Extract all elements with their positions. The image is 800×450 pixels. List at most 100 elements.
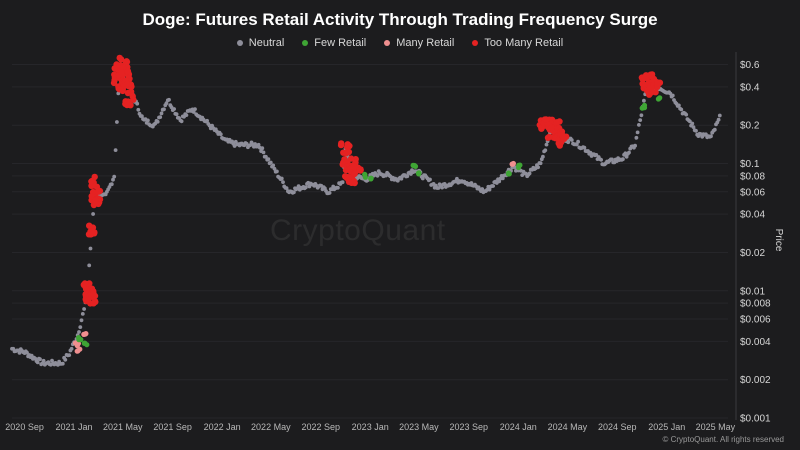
- highlight-point: [544, 134, 552, 141]
- x-axis: 2020 Sep 2021 Jan 2021 May 2021 Sep 2022 Jan…: [5, 422, 735, 432]
- legend-item-few-retail[interactable]: Few Retail: [302, 37, 366, 49]
- legend-label-few-retail: Few Retail: [314, 37, 367, 49]
- legend-dot-neutral-icon: [236, 40, 243, 46]
- highlight-point: [648, 85, 655, 92]
- highlight-point: [81, 340, 87, 346]
- highlight-cluster: [76, 335, 84, 343]
- highlight-point: [86, 222, 93, 229]
- neutral-point: [677, 103, 681, 108]
- highlight-point: [88, 178, 95, 185]
- neutral-point: [538, 161, 543, 166]
- highlight-point: [548, 124, 555, 131]
- highlight-point: [345, 148, 353, 156]
- y-tick-label: $0.06: [740, 187, 765, 198]
- highlight-point: [80, 281, 88, 288]
- neutral-point: [491, 184, 495, 188]
- copyright-notice: © CryptoQuant. All rights reserved: [662, 435, 785, 444]
- legend-item-many-retail[interactable]: Many Retail: [384, 37, 454, 49]
- neutral-point: [303, 185, 308, 190]
- legend-label-too-many-retail: Too Many Retail: [484, 37, 564, 49]
- legend-label-neutral: Neutral: [248, 37, 285, 49]
- neutral-point: [536, 165, 540, 170]
- highlight-point: [515, 164, 522, 171]
- neutral-point: [205, 118, 210, 123]
- chart-marks: [10, 54, 722, 367]
- highlight-cluster: [119, 80, 135, 97]
- highlight-cluster: [362, 171, 368, 180]
- highlight-point: [77, 346, 83, 352]
- neutral-point: [162, 107, 166, 112]
- neutral-point: [158, 115, 163, 119]
- highlight-cluster: [81, 331, 89, 337]
- chart-title: Doge: Futures Retail Activity Through Tr…: [142, 10, 658, 29]
- highlight-cluster: [368, 175, 374, 182]
- highlight-point: [542, 116, 550, 123]
- highlight-point: [124, 89, 132, 97]
- highlight-cluster: [85, 222, 98, 238]
- highlight-point: [655, 96, 662, 102]
- neutral-point: [159, 111, 164, 116]
- neutral-point: [627, 150, 631, 155]
- highlight-point: [78, 337, 84, 343]
- x-tick-label: 2022 May: [251, 422, 291, 432]
- neutral-point: [191, 110, 196, 114]
- highlight-point: [411, 162, 418, 169]
- y-tick-label: $0.004: [740, 337, 771, 348]
- legend-item-neutral[interactable]: Neutral: [236, 37, 285, 49]
- highlight-point: [510, 160, 516, 167]
- neutral-point: [375, 173, 380, 178]
- highlight-point: [555, 140, 562, 147]
- neutral-point: [79, 318, 84, 323]
- x-tick-label: 2021 Jan: [56, 422, 93, 432]
- highlight-cluster: [80, 280, 96, 295]
- highlight-cluster: [415, 170, 422, 177]
- legend-item-too-many-retail[interactable]: Too Many Retail: [472, 37, 563, 49]
- neutral-point: [88, 246, 93, 251]
- neutral-point: [91, 212, 95, 216]
- chart-grid: [12, 64, 728, 419]
- highlight-point: [117, 56, 125, 63]
- neutral-point: [63, 357, 68, 362]
- neutral-point: [264, 154, 268, 159]
- neutral-point: [256, 142, 261, 147]
- highlight-point: [553, 119, 560, 126]
- y-tick-label: $0.008: [740, 299, 771, 310]
- legend-label-many-retail: Many Retail: [396, 37, 455, 49]
- neutral-point: [135, 101, 140, 106]
- chart-legend: Neutral Few Retail Many Retail Too Many …: [0, 37, 800, 49]
- neutral-point: [275, 169, 279, 174]
- neutral-point: [218, 132, 223, 137]
- neutral-point: [38, 357, 42, 362]
- neutral-point: [716, 117, 721, 122]
- x-tick-label: 2022 Jan: [204, 422, 241, 432]
- neutral-point: [690, 121, 695, 126]
- neutral-point: [634, 135, 639, 140]
- neutral-point: [527, 171, 532, 176]
- highlight-point: [350, 163, 357, 170]
- highlight-cluster: [85, 290, 99, 307]
- x-tick-label: 2024 Jan: [500, 422, 537, 432]
- highlight-point: [337, 141, 345, 149]
- neutral-point: [172, 107, 177, 111]
- y-axis: $0.6 $0.4 $0.2 $0.1$0.08 $0.06 $0.04 $0.02 $0.0…: [735, 52, 771, 425]
- highlight-point: [639, 105, 645, 111]
- highlight-point: [118, 68, 125, 75]
- highlight-point: [654, 80, 661, 87]
- neutral-point: [480, 187, 485, 191]
- x-tick-label: 2025 Jan: [648, 422, 685, 432]
- neutral-point: [610, 157, 614, 162]
- neutral-point: [111, 177, 115, 182]
- highlight-point: [92, 298, 99, 306]
- neutral-point: [694, 128, 698, 133]
- neutral-point: [116, 91, 121, 96]
- neutral-point: [146, 118, 150, 123]
- highlight-point: [124, 68, 132, 75]
- highlight-point: [92, 200, 100, 207]
- highlight-point: [642, 72, 650, 79]
- neutral-point: [82, 307, 86, 311]
- neutral-point: [691, 125, 696, 129]
- neutral-point: [576, 139, 580, 144]
- highlight-cluster: [81, 340, 90, 348]
- neutral-point: [679, 107, 684, 112]
